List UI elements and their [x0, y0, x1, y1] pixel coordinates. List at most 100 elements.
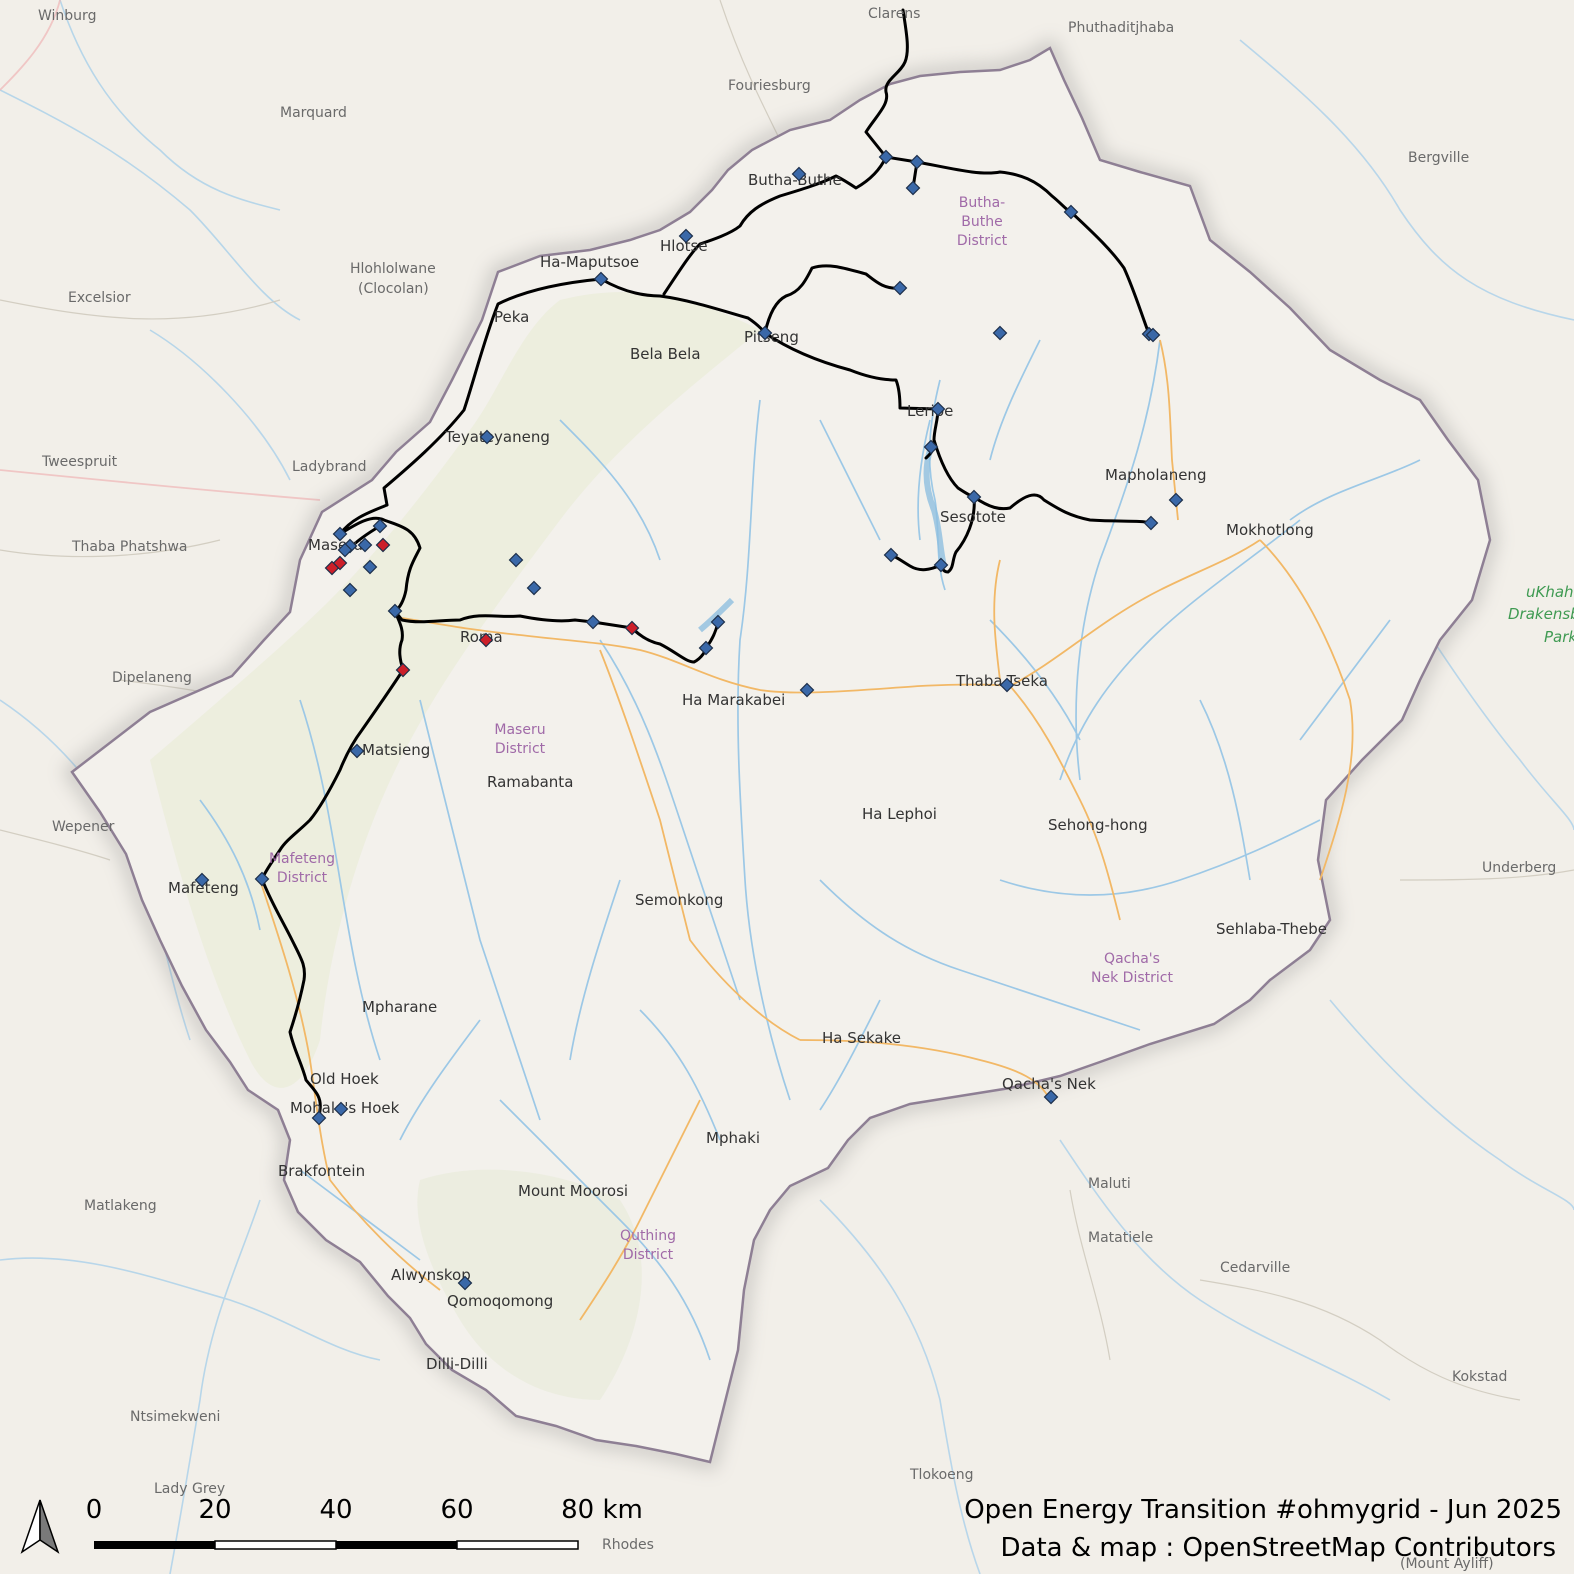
scale-label: 40 [319, 1495, 352, 1525]
substation-marker [593, 271, 609, 287]
katse-dam [923, 449, 947, 567]
place-label: Pitseng [744, 328, 799, 346]
district-label: District [623, 1247, 674, 1263]
place-label: Fouriesburg [728, 78, 811, 94]
place-label: Mphaki [706, 1129, 760, 1147]
place-label: (Clocolan) [358, 281, 429, 297]
place-label: Mount Moorosi [518, 1182, 628, 1200]
substation-marker [1168, 492, 1184, 508]
district-label: Quthing [620, 1228, 676, 1244]
substation-marker [508, 552, 524, 568]
substation-marker [254, 871, 270, 887]
place-label: Underberg [1482, 860, 1556, 876]
substation-marker [342, 582, 358, 598]
place-label: Rhodes [602, 1537, 654, 1553]
place-label: Hlotse [660, 237, 708, 255]
place-label: Matlakeng [84, 1198, 157, 1214]
substation-marker [332, 526, 348, 542]
park-label-line: uKhahlamba [1526, 583, 1574, 601]
lowland-tint [150, 291, 760, 1088]
place-label: Matatiele [1088, 1230, 1153, 1246]
substation-marker [457, 1275, 473, 1291]
place-label: Ha Sekake [822, 1029, 901, 1047]
place-label: Sehlaba-Thebe [1216, 920, 1327, 938]
substation-marker [710, 614, 726, 630]
substation-marker [1143, 515, 1159, 531]
place-label: Bela Bela [630, 345, 701, 363]
place-label: Winburg [38, 8, 96, 24]
place-label: Dipelaneng [112, 670, 192, 686]
roads [259, 339, 1354, 1321]
substation-marker [585, 614, 601, 630]
substation-marker [909, 154, 925, 170]
district-label: District [495, 741, 546, 757]
district-label: Butha- [959, 195, 1005, 211]
place-label: Hlohlolwane [350, 261, 436, 277]
place-label: Leribe [907, 402, 953, 420]
substation-marker [923, 439, 939, 455]
place-label: Phuthaditjhaba [1068, 20, 1174, 36]
credit-line-1: Open Energy Transition #ohmygrid - Jun 2… [964, 1495, 1562, 1525]
substation-marker [878, 149, 894, 165]
park-label-line: Park [1544, 628, 1574, 646]
place-label: Cedarville [1220, 1260, 1290, 1276]
scale-label: 20 [198, 1495, 231, 1525]
substation-marker [757, 325, 773, 341]
mohale-dam [698, 597, 735, 633]
places-outside: Winburg Clarens Phuthaditjhaba Fouriesburg M… [38, 6, 1556, 1572]
place-label: Maluti [1088, 1176, 1131, 1192]
place-label: Semonkong [635, 891, 723, 909]
substation-marker [194, 872, 210, 888]
substation-marker [362, 559, 378, 575]
substation-marker [799, 682, 815, 698]
substation-marker [966, 489, 982, 505]
substation-marker [999, 677, 1015, 693]
scale-bar: 0 20 40 60 80 km [86, 1495, 643, 1550]
place-label: Tlokoeng [909, 1467, 974, 1483]
place-label: Bergville [1408, 150, 1469, 166]
district-label: Mafeteng [269, 851, 335, 867]
place-label: Butha-Buthe [748, 171, 842, 189]
place-label: Mapholaneng [1105, 466, 1206, 484]
substations-blue [194, 149, 1184, 1291]
district-label: District [277, 870, 328, 886]
substation-marker [372, 518, 388, 534]
credit-line-2: Data & map : OpenStreetMap Contributors [1001, 1533, 1556, 1563]
place-label: Qacha's Nek [1002, 1075, 1096, 1093]
district-label: Maseru [494, 722, 545, 738]
substation-marker-red [395, 662, 411, 678]
place-label: (Mount Ayliff) [1400, 1556, 1494, 1572]
substation-marker [883, 547, 899, 563]
scale-segment [94, 1541, 215, 1549]
place-label: Alwynskop [391, 1266, 471, 1284]
place-label: Marquard [280, 105, 347, 121]
scale-segment [456, 1540, 579, 1550]
outer-roads [0, 0, 321, 501]
substation-marker [387, 603, 403, 619]
lesotho-territory [70, 46, 1492, 1464]
place-label: Tweespruit [41, 454, 118, 470]
park-label: uKhahlamba Drakensberg Park [1508, 583, 1574, 646]
district-label: Buthe [961, 214, 1002, 230]
place-label: Qomoqomong [447, 1292, 553, 1310]
place-label: Mpharane [362, 998, 437, 1016]
outer-minor-roads [0, 0, 1574, 1401]
substation-marker [337, 542, 353, 558]
substation-marker-red [332, 555, 348, 571]
place-label: Excelsior [68, 290, 131, 306]
district-label: Nek District [1091, 970, 1173, 986]
district-label: Qacha's [1104, 951, 1160, 967]
substation-marker-red [375, 537, 391, 553]
place-label: Clarens [868, 6, 920, 22]
substation-marker [526, 580, 542, 596]
place-label: Ntsimekweni [130, 1409, 220, 1425]
place-label: Peka [494, 308, 529, 326]
substation-marker-red [478, 632, 494, 648]
place-label: Sehong-hong [1048, 816, 1148, 834]
place-label: Matsieng [362, 741, 430, 759]
place-label: Brakfontein [278, 1162, 365, 1180]
park-label-line: Drakensberg [1508, 605, 1574, 623]
